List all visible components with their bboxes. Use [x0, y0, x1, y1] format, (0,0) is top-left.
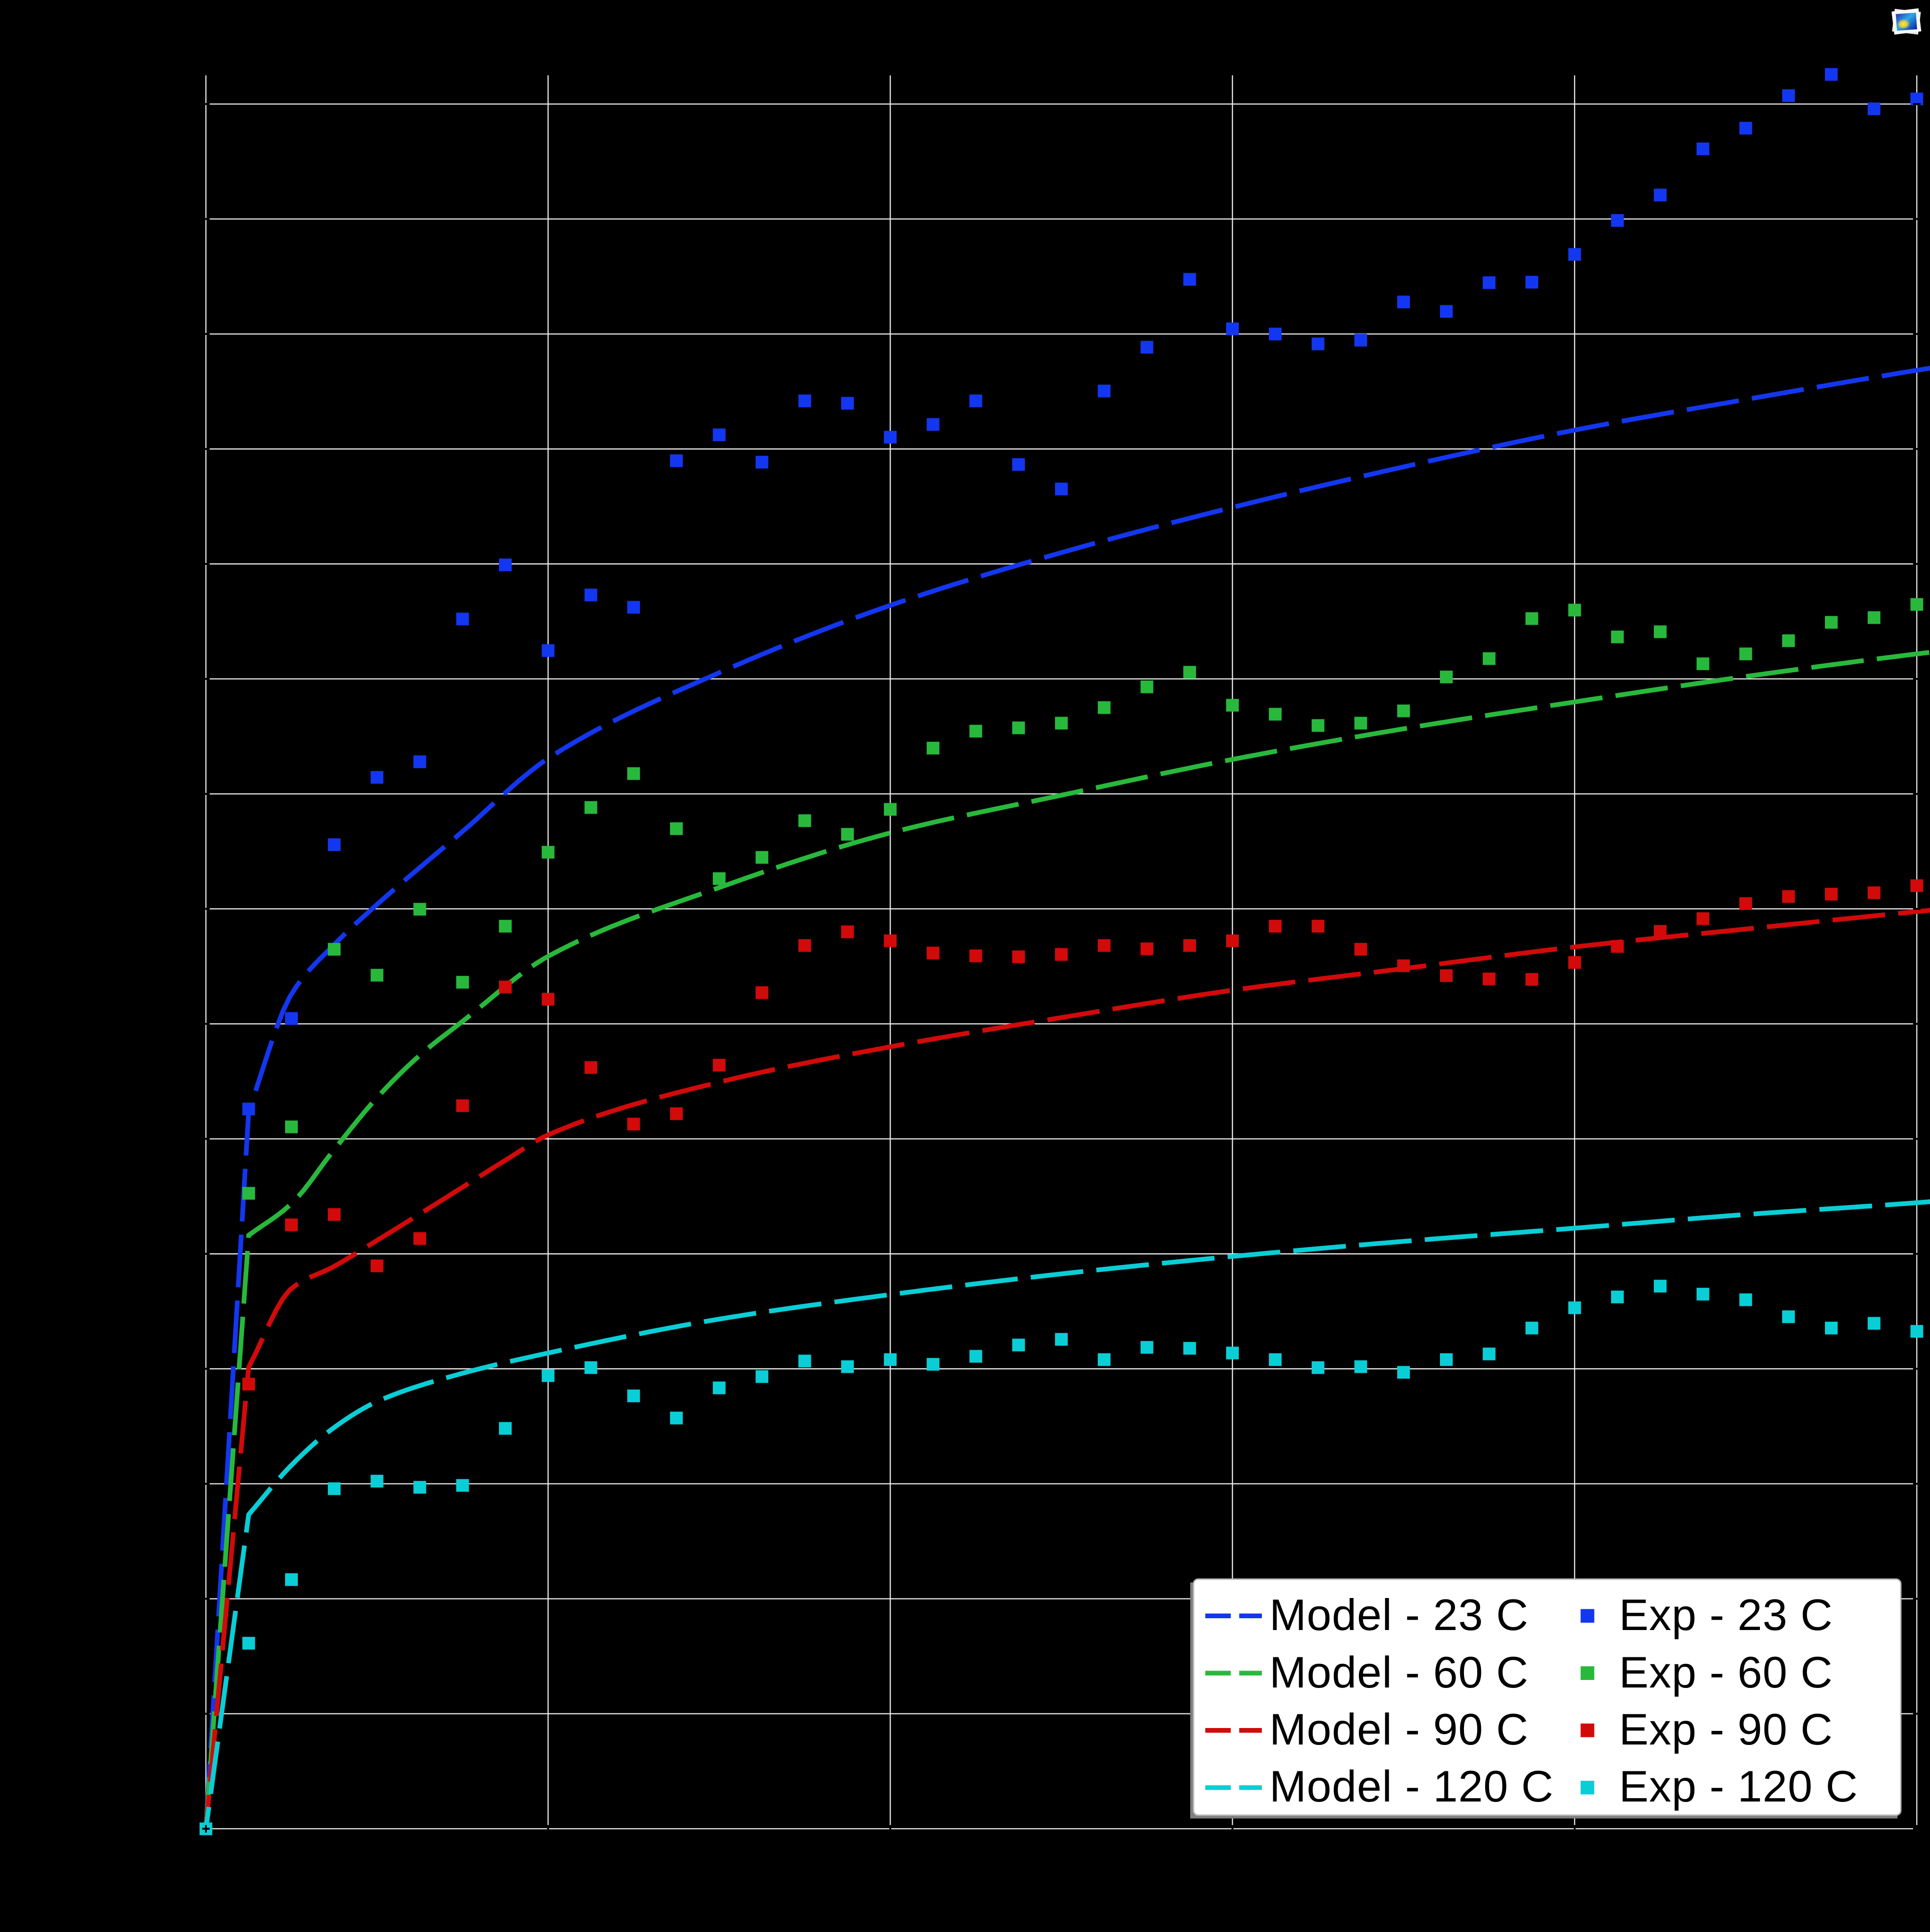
svg-text:Model - 90 C: Model - 90 C: [1269, 1704, 1529, 1754]
svg-text:Exp - 120 C: Exp - 120 C: [1619, 1761, 1858, 1811]
svg-text:Model - 23 C: Model - 23 C: [1269, 1590, 1529, 1639]
svg-text:Exp - 90 C: Exp - 90 C: [1619, 1704, 1833, 1754]
svg-text:Exp - 23 C: Exp - 23 C: [1619, 1590, 1833, 1639]
svg-text:Model - 60 C: Model - 60 C: [1269, 1647, 1529, 1697]
svg-text:Model - 120 C: Model - 120 C: [1269, 1761, 1554, 1811]
svg-text:Exp - 60 C: Exp - 60 C: [1619, 1647, 1833, 1697]
